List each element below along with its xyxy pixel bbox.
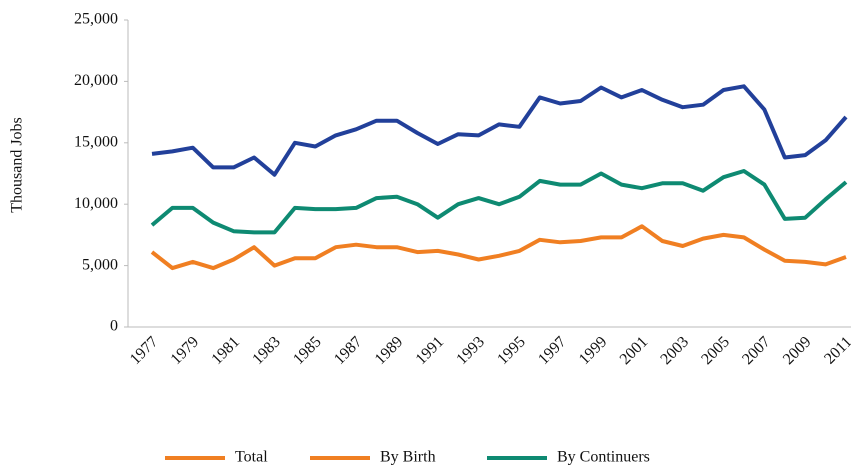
y-tick-label: 5,000 (82, 256, 118, 273)
series-line (150, 169, 848, 235)
x-tick-label: 1993 (453, 333, 488, 368)
x-tick-label: 1989 (372, 333, 407, 368)
y-tick-label: 15,000 (74, 133, 118, 150)
x-tick-label: 1983 (249, 333, 284, 368)
y-tick-label: 10,000 (74, 195, 118, 212)
x-tick-label: 1997 (535, 333, 570, 368)
x-tick-label: 2007 (739, 333, 774, 368)
y-tick-label: 20,000 (74, 72, 118, 89)
x-tick-label: 2001 (617, 333, 652, 368)
x-tick-label: 1991 (413, 333, 448, 368)
x-tick-label: 1995 (494, 333, 529, 368)
series-line (151, 84, 848, 177)
x-tick-label: 1999 (576, 333, 611, 368)
x-tick-label: 2005 (698, 333, 733, 368)
x-tick-label: 1979 (168, 333, 203, 368)
x-tick-label: 2009 (780, 333, 815, 368)
x-tick-label: 2011 (821, 333, 851, 367)
series-line (150, 224, 847, 271)
legend-label: Total (235, 449, 268, 466)
legend-label: By Continuers (557, 449, 650, 466)
x-tick-label: 1985 (290, 333, 325, 368)
x-tick-label: 1981 (208, 333, 243, 368)
legend-label: By Birth (380, 449, 436, 466)
y-tick-label: 0 (110, 318, 118, 335)
x-tick-label: 2003 (657, 333, 692, 368)
x-tick-label: 1987 (331, 333, 366, 368)
y-axis-label: Thousand Jobs (9, 117, 26, 213)
y-tick-label: 25,000 (74, 11, 118, 28)
x-tick-label: 1977 (127, 333, 162, 368)
